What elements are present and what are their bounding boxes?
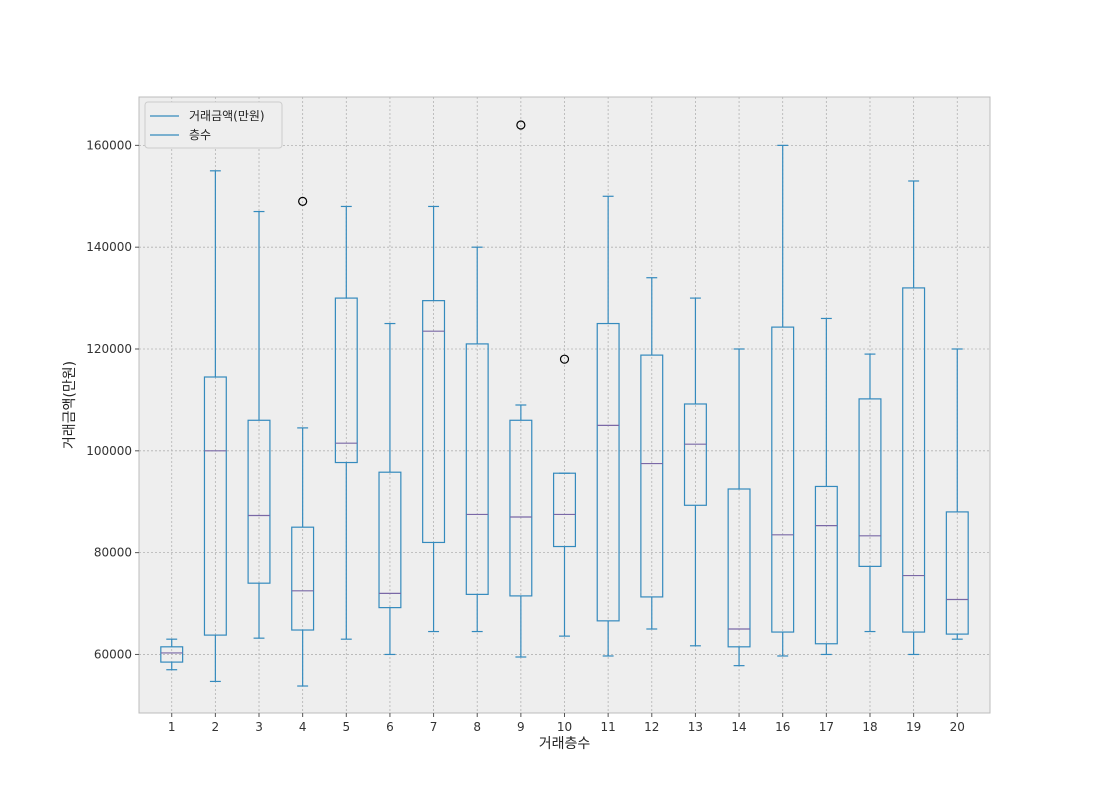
x-tick-label: 7 [430,720,438,734]
y-axis-label: 거래금액(만원) [62,361,78,449]
x-tick-label: 2 [212,720,220,734]
y-tick-label: 140000 [86,240,132,254]
box-plot-group [727,348,751,667]
box-plot-group [334,205,358,640]
y-tick-label: 100000 [86,444,132,458]
box-plot-group [858,353,882,633]
x-tick-label: 9 [517,720,525,734]
x-tick-label: 16 [775,720,790,734]
box-plot-group [683,297,707,647]
x-tick-label: 6 [386,720,394,734]
y-tick-label: 80000 [94,546,132,560]
legend-label-1: 거래금액(만원) [189,109,265,123]
x-tick-label: 4 [299,720,307,734]
x-tick-label: 20 [950,720,965,734]
outlier-point [559,354,570,364]
box-plot-group [814,317,838,656]
legend: 거래금액(만원) 층수 [144,101,283,149]
y-tick-label: 120000 [86,342,132,356]
box-plot-group [771,144,795,657]
box-iqr [509,419,533,597]
x-axis-label: 거래층수 [539,736,591,752]
box-iqr [203,376,227,636]
x-tick-label: 10 [557,720,572,734]
box-iqr [640,354,664,598]
box-iqr [552,472,577,548]
x-tick-label: 14 [731,720,746,734]
box-plot-group [378,322,402,656]
box-iqr [902,287,926,633]
x-axis-ticks: 1 2 3 4 5 6 7 8 9 10 11 12 13 14 16 17 18 19 20 [168,713,965,734]
x-tick-label: 19 [906,720,921,734]
legend-label-2: 층수 [189,128,211,142]
x-tick-label: 13 [688,720,703,734]
box-series [160,120,969,687]
y-tick-label: 160000 [86,138,132,152]
box-plot-group [465,246,489,633]
y-tick-label: 60000 [94,647,132,661]
box-iqr [422,300,446,544]
x-tick-label: 3 [255,720,263,734]
outlier-point [298,196,308,206]
box-iqr [378,471,402,609]
box-iqr [814,485,838,645]
box-plot-group [203,170,227,683]
x-tick-label: 8 [473,720,481,734]
x-tick-label: 17 [819,720,834,734]
x-tick-label: 1 [168,720,176,734]
box-plot-group [902,180,926,656]
box-plot-group [509,120,533,658]
box-iqr [465,343,489,595]
box-iqr [247,419,271,584]
x-tick-label: 5 [342,720,350,734]
y-axis-ticks: 60000 80000 100000 120000 140000 160000 [86,138,139,661]
box-plot-group [291,196,315,687]
box-plot-group [596,195,620,657]
x-tick-label: 12 [644,720,659,734]
box-plot-group [552,354,577,637]
box-iqr [334,297,358,464]
x-tick-label: 11 [601,720,616,734]
x-tick-label: 18 [862,720,877,734]
legend-box [144,101,283,149]
box-iqr [291,526,315,631]
box-iqr [160,646,184,663]
box-iqr [771,326,795,633]
box-plot-group [422,205,446,633]
box-plot-group [945,348,969,640]
outlier-point [516,120,526,130]
box-iqr [727,488,751,648]
box-iqr [945,511,969,635]
box-plot-group [247,210,271,639]
box-iqr [596,322,620,622]
box-plot-group [160,638,184,671]
box-iqr [683,403,707,506]
box-iqr [858,398,882,567]
box-plot-group [640,277,664,630]
